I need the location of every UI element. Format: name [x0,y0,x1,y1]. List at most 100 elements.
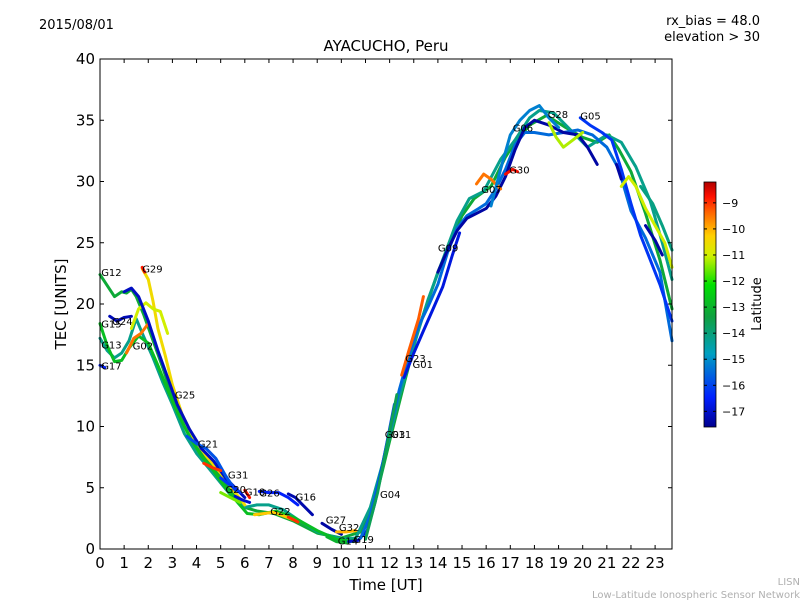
footer-long: Low-Latitude Ionospheric Sensor Network [592,590,800,601]
footer-credit: LISN Low-Latitude Ionospheric Sensor Net… [592,576,800,602]
x-tick-label: 11 [356,554,375,572]
colorbar-ticks: −9 −10 −11 −12 −13 −14 −15 −16 −17 [704,197,745,418]
colorbar-tick-label: −10 [722,223,745,236]
colorbar-tick-label: −11 [722,249,745,262]
satellite-label: G03 [385,430,405,441]
chart-title: AYACUCHO, Peru [323,37,449,55]
series-line-g05-yellow [619,175,674,269]
satellite-label: G01 [413,360,433,371]
satellite-label: G12 [101,268,121,279]
satellite-label: G29 [142,265,162,276]
x-tick-label: 12 [380,554,399,572]
series-line-g04 [359,128,674,540]
footer-short: LISN [777,577,800,588]
satellite-label: G32 [339,523,359,534]
x-tick-label: 13 [404,554,423,572]
satellite-label: G04 [380,490,400,501]
colorbar-gradient [703,181,717,428]
satellite-label: G11 [391,430,411,441]
series-line-g05-blue2 [644,224,664,257]
satellite-label: G02 [133,342,153,353]
series-line-g20 [219,491,242,504]
series-line-g05-green [639,184,674,252]
satellite-label: G21 [198,440,218,451]
x-axis-label: Time [UT] [348,576,422,594]
satellite-label: G15 [101,320,121,331]
x-tick-label: 5 [216,554,226,572]
series-line-g15 [98,322,355,544]
satellite-label: G06 [513,124,533,135]
x-tick-label: 16 [477,554,496,572]
x-tick-label: 10 [332,554,351,572]
colorbar-label: Latitude [750,277,765,331]
x-tick-label: 0 [95,554,105,572]
satellite-label: G13 [101,340,121,351]
series-line-g02-b [129,301,170,335]
series-line-g24 [108,314,133,323]
parameters-annotation: rx_bias = 48.0 elevation > 30 [664,14,760,46]
series-line-g02 [125,322,150,355]
satellite-label: G23 [405,354,425,365]
y-tick-label: 25 [76,234,95,252]
y-tick-label: 20 [76,295,95,313]
colorbar: −9 −10 −11 −12 −13 −14 −15 −16 −17 Latitude [703,181,765,428]
colorbar-tick-label: −15 [722,353,745,366]
x-tick-label: 14 [428,554,447,572]
series-line-g01 [402,231,462,379]
x-tick-label: 19 [549,554,568,572]
satellite-label: G28 [548,110,568,121]
colorbar-tick-label: −16 [722,379,745,392]
satellite-label: G31 [228,470,248,481]
y-tick-label: 40 [76,50,95,68]
series-line-g30 [504,167,519,176]
satellite-label: G19 [353,535,373,546]
satellite-label: G05 [580,111,600,122]
series-line-g18 [233,494,252,504]
x-tick-label: 9 [312,554,322,572]
colorbar-tick-label: −12 [722,275,745,288]
series-line-g05-blue [615,162,623,181]
x-tick-label: 23 [646,554,665,572]
series-line-g23 [400,295,425,377]
x-tick-label: 6 [240,554,250,572]
satellite-label: G16 [296,492,316,503]
x-tick-label: 18 [525,554,544,572]
series-line-g21-red [202,461,223,473]
satellite-label: G25 [175,391,195,402]
satellite-label: G07 [481,185,501,196]
series-line-g16 [286,492,314,517]
series-line-g11 [364,393,399,541]
series-line-g26 [257,489,300,507]
satellite-label: G27 [326,516,346,527]
x-tick-label: 20 [573,554,592,572]
satellite-label: G26 [259,489,279,500]
satellite-label: G22 [270,507,290,518]
y-tick-label: 5 [85,479,95,497]
series-line-g28 [547,121,585,149]
satellite-label: G18 [245,487,265,498]
x-tick-label: 1 [119,554,129,572]
y-tick-label: 0 [85,540,95,558]
series-line-g18-red [243,488,252,500]
x-tick-label: 2 [143,554,153,572]
rx-bias-label: rx_bias = 48.0 [666,14,760,29]
colorbar-tick-label: −9 [722,197,738,210]
y-tick-label: 30 [76,173,95,191]
colorbar-tick-label: −17 [722,405,745,418]
y-tick-label: 35 [76,111,95,129]
x-tick-label: 8 [288,554,298,572]
series-line-g31 [219,476,242,495]
series-line-g29-red [140,265,147,274]
y-tick-label: 15 [76,356,95,374]
colorbar-tick-label: −14 [722,327,745,340]
x-tick-label: 7 [264,554,274,572]
elevation-label: elevation > 30 [664,30,760,45]
series-line-g32 [335,529,358,534]
x-tick-label: 17 [501,554,520,572]
colorbar-tick-label: −13 [722,301,745,314]
satellite-label: G30 [509,165,529,176]
x-tick-label: 22 [621,554,640,572]
series-line-g05 [578,116,674,323]
satellite-label: G09 [438,244,458,255]
